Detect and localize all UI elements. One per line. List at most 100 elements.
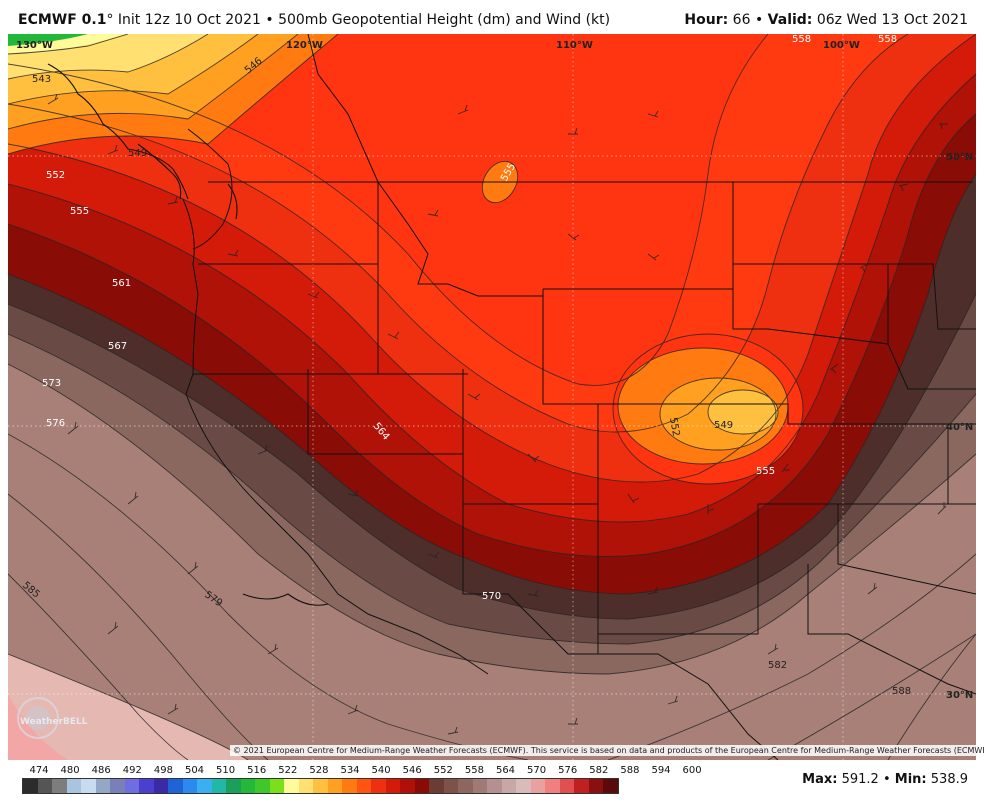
colorbar-swatch	[95, 779, 110, 793]
map-canvas: 543 546 549 552 555 558 561 564 567 570 …	[8, 34, 976, 760]
contour-label-576: 576	[46, 418, 65, 429]
colorbar-tick-label: 564	[495, 765, 516, 776]
colorbar-tick-label: 486	[91, 765, 111, 776]
map-header: ECMWF 0.1° Init 12z 10 Oct 2021 • 500mb …	[0, 0, 984, 34]
degree-symbol: °	[106, 12, 114, 28]
lon-label-110w: 110°W	[556, 40, 593, 51]
max-min-readout: Max: 591.2 • Min: 538.9	[802, 772, 968, 787]
lat-label-40n: 40°N	[946, 422, 973, 433]
title-bullet: •	[265, 12, 274, 28]
colorbar-tick-label: 516	[247, 765, 267, 776]
colorbar-swatch	[574, 779, 589, 793]
lon-label-120w: 120°W	[286, 40, 323, 51]
height-fill-552-outer	[8, 34, 908, 432]
colorbar-swatch	[501, 779, 516, 793]
contour-label-558-north: 558	[792, 34, 811, 45]
contour-label-570: 570	[482, 591, 501, 602]
product-name: 500mb Geopotential Height (dm) and Wind …	[278, 12, 611, 28]
max-label: Max:	[802, 772, 838, 787]
wind-barbs	[47, 93, 948, 735]
colorbar-tick-label: 504	[184, 765, 205, 776]
colorbar	[22, 778, 619, 794]
contour-label-543: 543	[32, 74, 51, 85]
height-fill-564	[8, 114, 976, 594]
min-value: 538.9	[930, 772, 968, 787]
contour-label-552: 552	[46, 170, 65, 181]
colorbar-swatch	[530, 779, 545, 793]
map-title: ECMWF 0.1° Init 12z 10 Oct 2021 • 500mb …	[18, 12, 610, 28]
colorbar-swatch	[487, 779, 502, 793]
lon-label-100w: 100°W	[823, 40, 860, 51]
colorbar-tick-label: 510	[216, 765, 236, 776]
colorbar-swatch	[284, 779, 299, 793]
colorbar-swatch	[371, 779, 386, 793]
colorbar-tick-label: 594	[651, 765, 671, 776]
colorbar-swatch	[327, 779, 342, 793]
colorbar-tick-label: 480	[60, 765, 80, 776]
colorbar-swatch	[559, 779, 574, 793]
colorbar-tick-label: 588	[620, 765, 640, 776]
colorbar-swatch	[400, 779, 415, 793]
colorbar-tick-label: 552	[433, 765, 453, 776]
colorbar-swatch	[516, 779, 531, 793]
colorbar-swatch	[52, 779, 67, 793]
contour-label-561: 561	[112, 278, 131, 289]
colorbar-tick-labels: 474 480 486 492 498 504 510 516 522 528 534 540 546 5…	[24, 765, 704, 777]
colorbar-swatch	[269, 779, 284, 793]
colorbar-swatch	[37, 779, 52, 793]
model-name: ECMWF 0.1	[18, 12, 107, 28]
colorbar-tick-label: 582	[589, 765, 609, 776]
colorbar-swatch	[414, 779, 429, 793]
colorbar-swatch	[298, 779, 313, 793]
contour-label-582: 582	[768, 660, 787, 671]
hour-value: 66	[732, 12, 751, 28]
coastline	[47, 63, 329, 606]
valid-label: Valid:	[767, 12, 813, 28]
lat-label-50n: 50°N	[946, 152, 973, 163]
contour-label-low-552: 552	[667, 417, 681, 438]
contour-label-low-549: 549	[714, 420, 733, 431]
max-value: 591.2	[841, 772, 879, 787]
low-center-546	[708, 390, 778, 434]
colorbar-swatch	[124, 779, 139, 793]
contour-label-573: 573	[42, 378, 61, 389]
hour-label: Hour:	[684, 12, 729, 28]
lat-lon-grid	[8, 34, 976, 760]
weather-map[interactable]: 543 546 549 552 555 558 561 564 567 570 …	[8, 34, 976, 760]
colorbar-swatch	[429, 779, 444, 793]
colorbar-tick-label: 492	[122, 765, 142, 776]
colorbar-tick-label: 570	[527, 765, 547, 776]
colorbar-swatch	[66, 779, 81, 793]
colorbar-swatch	[23, 779, 38, 793]
maxmin-bullet: •	[882, 772, 891, 787]
title-bullet-2: •	[754, 12, 764, 28]
height-fill-567	[8, 174, 976, 619]
colorbar-tick-label: 576	[558, 765, 578, 776]
colorbar-tick-label: 600	[682, 765, 702, 776]
colorbar-swatch	[197, 779, 212, 793]
colorbar-swatch	[356, 779, 371, 793]
height-fill-537	[8, 34, 88, 46]
height-fill-561	[8, 74, 976, 557]
colorbar-swatch	[603, 779, 618, 793]
valid-time-info: Hour: 66 • Valid: 06z Wed 13 Oct 2021	[684, 12, 968, 28]
colorbar-tick-label: 558	[464, 765, 484, 776]
lat-label-30n: 30°N	[946, 690, 973, 701]
min-label: Min:	[894, 772, 927, 787]
colorbar-swatch	[472, 779, 487, 793]
height-fill-582	[8, 364, 976, 760]
colorbar-tick-label: 534	[340, 765, 360, 776]
colorbar-swatch	[385, 779, 400, 793]
colorbar-swatch	[153, 779, 168, 793]
colorbar-swatch	[588, 779, 603, 793]
colorbar-swatch	[255, 779, 270, 793]
colorbar-tick-label: 546	[402, 765, 422, 776]
logo-text: WeatherBELL	[20, 717, 88, 727]
graticule-labels: 130°W 120°W 110°W 100°W 50°N 40°N 30°N	[16, 40, 973, 701]
colorbar-swatch	[168, 779, 183, 793]
height-fill-591	[8, 694, 68, 760]
colorbar-tick-label: 498	[153, 765, 173, 776]
height-fill-588	[8, 654, 248, 760]
contour-label-558: 558	[878, 34, 897, 45]
contour-label-588: 588	[892, 686, 911, 697]
